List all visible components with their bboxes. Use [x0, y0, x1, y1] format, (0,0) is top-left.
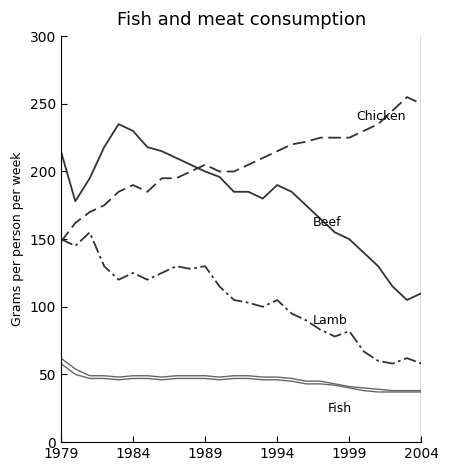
Text: Fish: Fish — [328, 402, 352, 415]
Title: Fish and meat consumption: Fish and meat consumption — [117, 11, 366, 29]
Text: Chicken: Chicken — [356, 110, 406, 123]
Text: Lamb: Lamb — [313, 314, 348, 328]
Text: Beef: Beef — [313, 216, 342, 228]
Y-axis label: Grams per person per week: Grams per person per week — [11, 152, 24, 326]
